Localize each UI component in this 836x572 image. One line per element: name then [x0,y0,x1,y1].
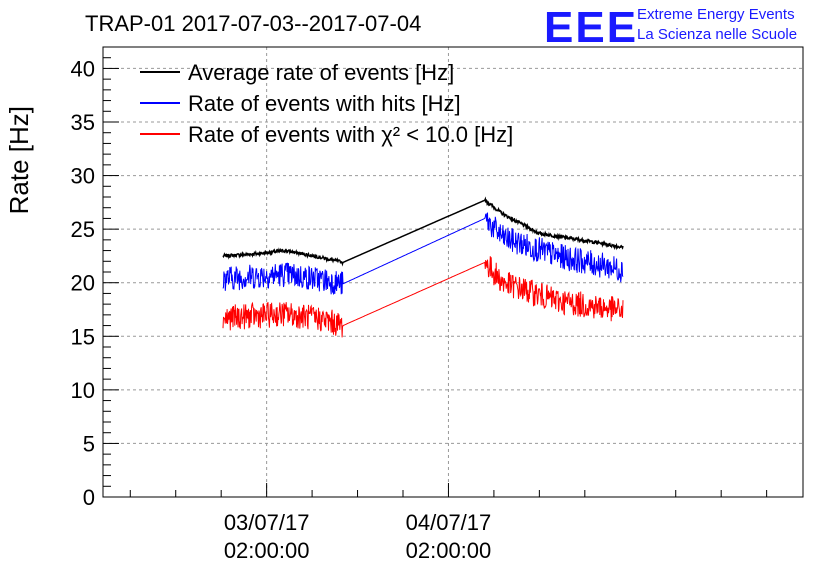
logo-line-1: Extreme Energy Events [637,6,795,23]
y-tick-label: 40 [71,56,95,81]
x-tick-label-time: 02:00:00 [406,538,492,563]
axes: 0 5 10 15 20 25 30 35 40 03/07/17 02:00:00 04/07/17… [71,46,768,563]
series-average-line [222,196,624,267]
legend-label-chi2: Rate of events with χ² < 10.0 [Hz] [188,122,513,147]
x-tick-label-time: 02:00:00 [224,538,310,563]
y-axis-title: Rate [Hz] [4,106,34,214]
series-hits-line [222,212,624,295]
eee-logo: EEE Extreme Energy Events La Scienza nel… [544,3,797,52]
grid-lines [103,47,803,498]
legend-label-average: Average rate of events [Hz] [188,60,454,85]
x-tick-label-date: 04/07/17 [406,510,492,535]
x-tick-label-date: 03/07/17 [224,510,310,535]
y-tick-label: 0 [83,485,95,510]
y-tick-label: 15 [71,324,95,349]
y-tick-label: 10 [71,378,95,403]
y-tick-label: 35 [71,110,95,135]
logo-mark: EEE [544,3,638,52]
chart-title: TRAP-01 2017-07-03--2017-07-04 [85,11,421,36]
y-tick-label: 20 [71,271,95,296]
legend-label-hits: Rate of events with hits [Hz] [188,91,461,116]
legend: Average rate of events [Hz] Rate of even… [140,60,513,147]
y-tick-label: 5 [83,431,95,456]
y-tick-label: 30 [71,164,95,189]
series-chi2-line [222,256,624,338]
y-tick-label: 25 [71,217,95,242]
series-lines [222,196,624,338]
logo-line-2: La Scienza nelle Scuole [637,26,797,43]
